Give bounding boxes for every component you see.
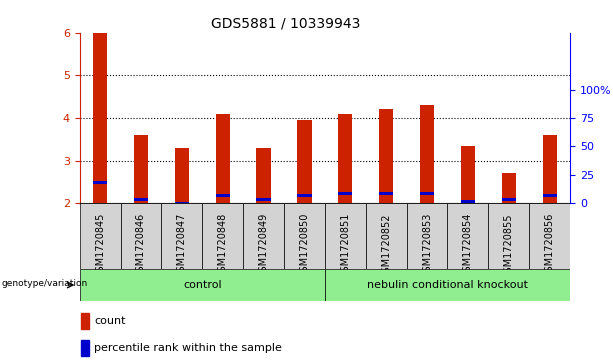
Bar — [175, 148, 189, 203]
Bar — [447, 203, 489, 269]
Bar — [366, 203, 406, 269]
Bar — [379, 110, 394, 203]
Bar — [256, 198, 271, 201]
Text: GSM1720853: GSM1720853 — [422, 213, 432, 278]
Bar — [93, 33, 107, 203]
Bar — [338, 114, 352, 203]
Text: genotype/variation: genotype/variation — [2, 279, 88, 288]
Bar — [543, 194, 557, 197]
Bar — [216, 114, 230, 203]
Text: GSM1720854: GSM1720854 — [463, 213, 473, 278]
Text: GSM1720851: GSM1720851 — [340, 213, 350, 278]
Bar — [501, 198, 516, 201]
Bar — [81, 340, 89, 356]
Bar — [297, 194, 311, 197]
Bar — [243, 203, 284, 269]
Bar — [543, 135, 557, 203]
Title: GDS5881 / 10339943: GDS5881 / 10339943 — [211, 16, 360, 30]
Text: count: count — [94, 316, 126, 326]
Bar — [420, 105, 434, 203]
Bar — [161, 203, 202, 269]
Text: GSM1720856: GSM1720856 — [545, 213, 555, 278]
Text: GSM1720845: GSM1720845 — [95, 213, 105, 278]
Bar — [256, 148, 271, 203]
Text: GSM1720847: GSM1720847 — [177, 213, 187, 278]
Text: GSM1720846: GSM1720846 — [136, 213, 146, 278]
Text: GSM1720848: GSM1720848 — [218, 213, 227, 278]
Bar — [420, 192, 434, 195]
Bar — [501, 174, 516, 203]
Bar — [325, 269, 570, 301]
Text: control: control — [183, 280, 222, 290]
Bar — [216, 194, 230, 197]
Bar — [406, 203, 447, 269]
Text: GSM1720855: GSM1720855 — [504, 213, 514, 278]
Bar — [461, 146, 475, 203]
Bar — [93, 181, 107, 184]
Text: GSM1720850: GSM1720850 — [300, 213, 310, 278]
Bar — [379, 192, 394, 195]
Text: percentile rank within the sample: percentile rank within the sample — [94, 343, 282, 353]
Bar — [297, 120, 311, 203]
Text: GSM1720849: GSM1720849 — [259, 213, 268, 278]
Text: nebulin conditional knockout: nebulin conditional knockout — [367, 280, 528, 290]
Bar — [284, 203, 325, 269]
Bar — [461, 200, 475, 203]
Bar — [529, 203, 570, 269]
Bar — [325, 203, 366, 269]
Bar — [80, 203, 121, 269]
Bar — [81, 313, 89, 329]
Bar — [121, 203, 161, 269]
Bar — [175, 202, 189, 205]
Bar — [338, 192, 352, 195]
Bar — [80, 269, 325, 301]
Bar — [202, 203, 243, 269]
Text: GSM1720852: GSM1720852 — [381, 213, 391, 278]
Bar — [134, 198, 148, 201]
Bar — [134, 135, 148, 203]
Bar — [489, 203, 529, 269]
